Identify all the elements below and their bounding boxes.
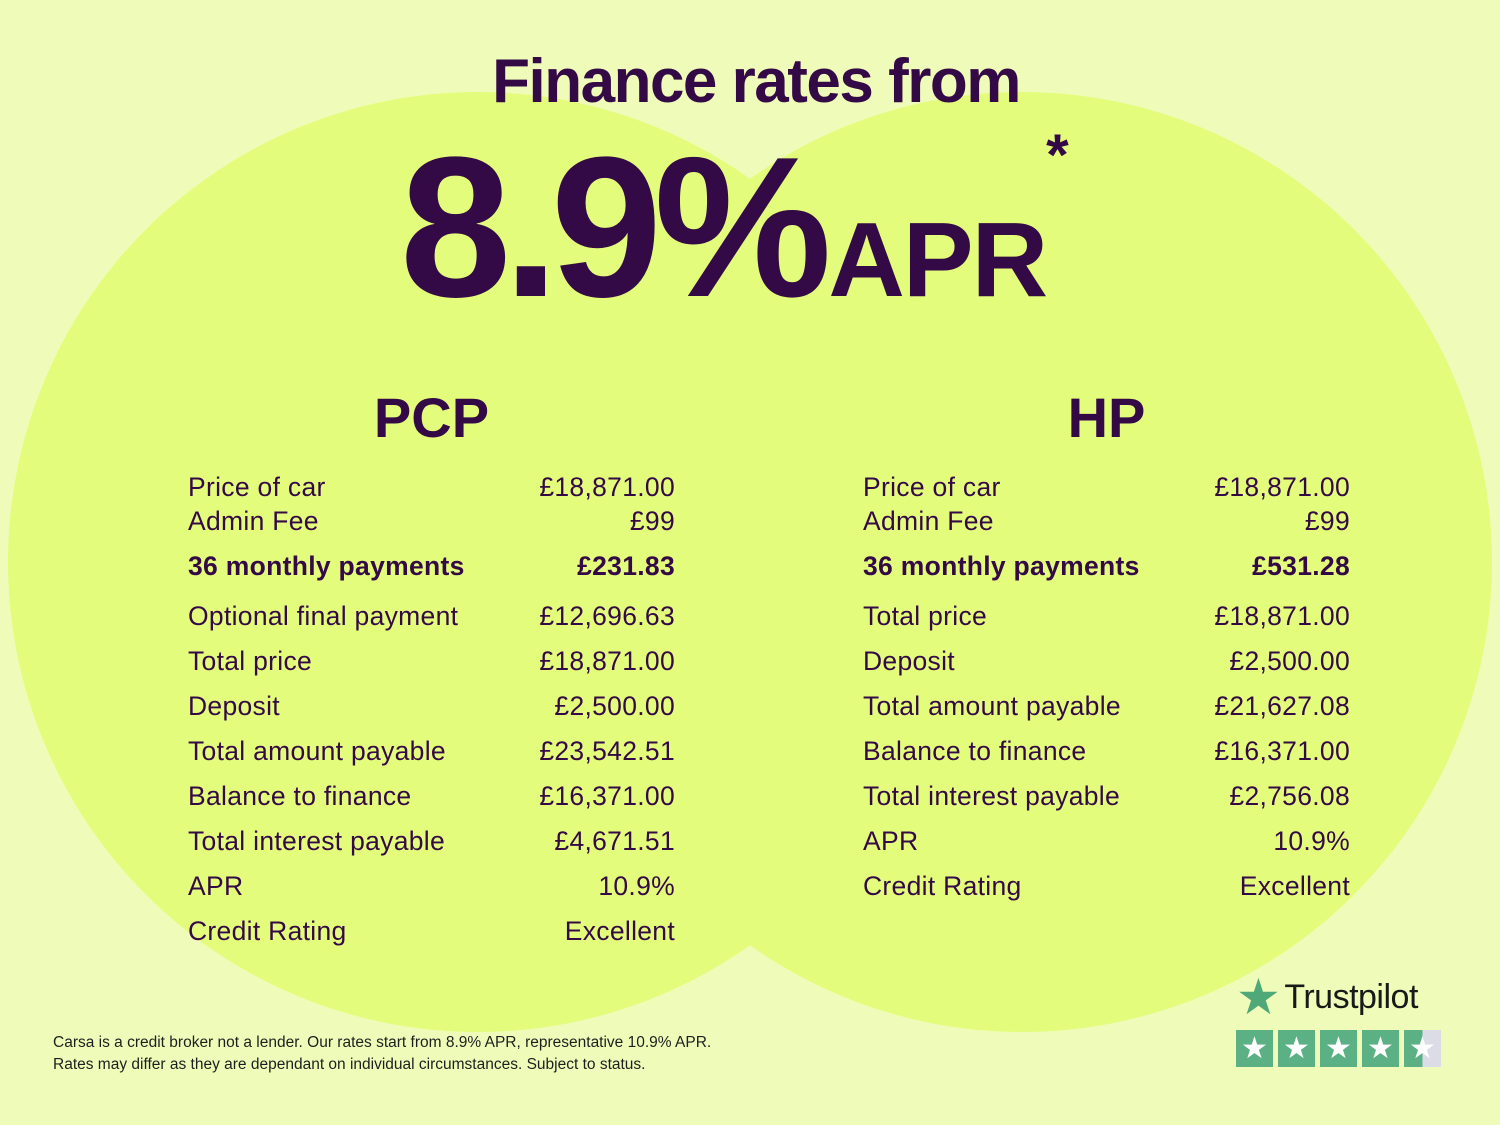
table-row: Balance to finance £16,371.00	[863, 729, 1350, 774]
row-label: Total price	[188, 646, 313, 676]
row-label: Total amount payable	[863, 691, 1121, 721]
row-value: £18,871.00	[1214, 601, 1350, 631]
table-row: Total amount payable £21,627.08	[863, 684, 1350, 729]
table-row: Balance to finance £16,371.00	[188, 774, 675, 819]
row-label: Price of car	[863, 471, 1001, 502]
row-value: £18,871.00	[539, 646, 675, 676]
hp-title: HP	[1067, 386, 1146, 449]
table-row: Optional final payment £12,696.63	[188, 594, 675, 639]
row-label: Deposit	[863, 646, 955, 676]
star-icon: ★	[1236, 969, 1281, 1025]
rating-star-icon: ★	[1404, 1030, 1441, 1067]
hp-rows: Price of car £18,871.00 Admin Fee £99 36 mon…	[863, 470, 1350, 909]
disclaimer: Carsa is a credit broker not a lender. O…	[53, 1032, 711, 1076]
hp-table: HP Price of car £18,871.00 Admin Fee £99 36 …	[863, 385, 1350, 909]
row-value: £231.83	[577, 550, 675, 581]
row-value: £18,871.00	[1214, 471, 1350, 502]
rate-display: 8.9% APR*	[400, 123, 1069, 328]
row-value: £23,542.51	[539, 736, 675, 766]
table-row: 36 monthly payments £531.28	[863, 538, 1350, 594]
row-label: Credit Rating	[188, 916, 347, 946]
row-value: £18,871.00	[539, 471, 675, 502]
table-row: Total amount payable £23,542.51	[188, 729, 675, 774]
rate-suffix: APR	[828, 201, 1048, 319]
row-value: £531.28	[1252, 550, 1350, 581]
table-row: Credit Rating Excellent	[863, 864, 1350, 909]
table-row: Total interest payable £4,671.51	[188, 819, 675, 864]
row-label: Total interest payable	[863, 781, 1121, 811]
row-label: APR	[863, 826, 919, 856]
disclaimer-line: Carsa is a credit broker not a lender. O…	[53, 1034, 712, 1051]
row-value: 10.9%	[598, 871, 675, 901]
trustpilot-name: Trustpilot	[1284, 977, 1418, 1016]
row-label: Balance to finance	[188, 781, 412, 811]
row-label: 36 monthly payments	[188, 550, 465, 581]
table-row: Deposit £2,500.00	[188, 684, 675, 729]
row-value: £2,500.00	[1229, 646, 1350, 676]
row-label: Price of car	[188, 471, 326, 502]
row-value: £16,371.00	[539, 781, 675, 811]
rating-star-icon: ★	[1236, 1030, 1273, 1067]
rating-star-icon: ★	[1278, 1030, 1315, 1067]
rate-value: 8.9%	[400, 116, 832, 339]
row-value: 10.9%	[1273, 826, 1350, 856]
table-row: Price of car £18,871.00	[863, 470, 1350, 504]
row-value: Excellent	[1239, 871, 1350, 901]
row-value: Excellent	[564, 916, 675, 946]
background-circle-right	[552, 92, 1492, 1032]
table-row: Admin Fee £99	[188, 504, 675, 538]
row-value: £2,500.00	[554, 691, 675, 721]
row-label: Balance to finance	[863, 736, 1087, 766]
trustpilot-badge: ★ Trustpilot ★ ★ ★ ★ ★	[1236, 972, 1441, 1067]
pcp-table: PCP Price of car £18,871.00 Admin Fee £99 36…	[188, 385, 675, 954]
row-label: 36 monthly payments	[863, 550, 1140, 581]
table-row: Credit Rating Excellent	[188, 909, 675, 954]
row-label: Admin Fee	[188, 505, 319, 536]
table-row: 36 monthly payments £231.83	[188, 538, 675, 594]
row-label: Total amount payable	[188, 736, 446, 766]
table-row: Deposit £2,500.00	[863, 639, 1350, 684]
rating-star-icon: ★	[1362, 1030, 1399, 1067]
row-label: Total price	[863, 601, 988, 631]
asterisk: *	[1046, 123, 1069, 188]
pcp-title: PCP	[373, 386, 490, 449]
row-label: Deposit	[188, 691, 280, 721]
row-value: £99	[1304, 505, 1350, 536]
table-row: APR 10.9%	[863, 819, 1350, 864]
table-row: Total price £18,871.00	[188, 639, 675, 684]
row-label: Admin Fee	[863, 505, 994, 536]
row-value: £2,756.08	[1229, 781, 1350, 811]
row-label: Credit Rating	[863, 871, 1022, 901]
table-row: Price of car £18,871.00	[188, 470, 675, 504]
row-value: £4,671.51	[554, 826, 675, 856]
table-row: Total interest payable £2,756.08	[863, 774, 1350, 819]
row-label: APR	[188, 871, 244, 901]
disclaimer-line: Rates may differ as they are dependant o…	[53, 1056, 646, 1073]
headline: Finance rates from	[492, 47, 1021, 116]
row-value: £21,627.08	[1214, 691, 1350, 721]
trustpilot-rating: ★ ★ ★ ★ ★	[1236, 1030, 1441, 1067]
rating-star-icon: ★	[1320, 1030, 1357, 1067]
table-row: Admin Fee £99	[863, 504, 1350, 538]
row-label: Optional final payment	[188, 601, 459, 631]
row-value: £99	[629, 505, 675, 536]
pcp-rows: Price of car £18,871.00 Admin Fee £99 36 mon…	[188, 470, 675, 954]
row-label: Total interest payable	[188, 826, 446, 856]
table-row: APR 10.9%	[188, 864, 675, 909]
table-row: Total price £18,871.00	[863, 594, 1350, 639]
row-value: £16,371.00	[1214, 736, 1350, 766]
row-value: £12,696.63	[539, 601, 675, 631]
